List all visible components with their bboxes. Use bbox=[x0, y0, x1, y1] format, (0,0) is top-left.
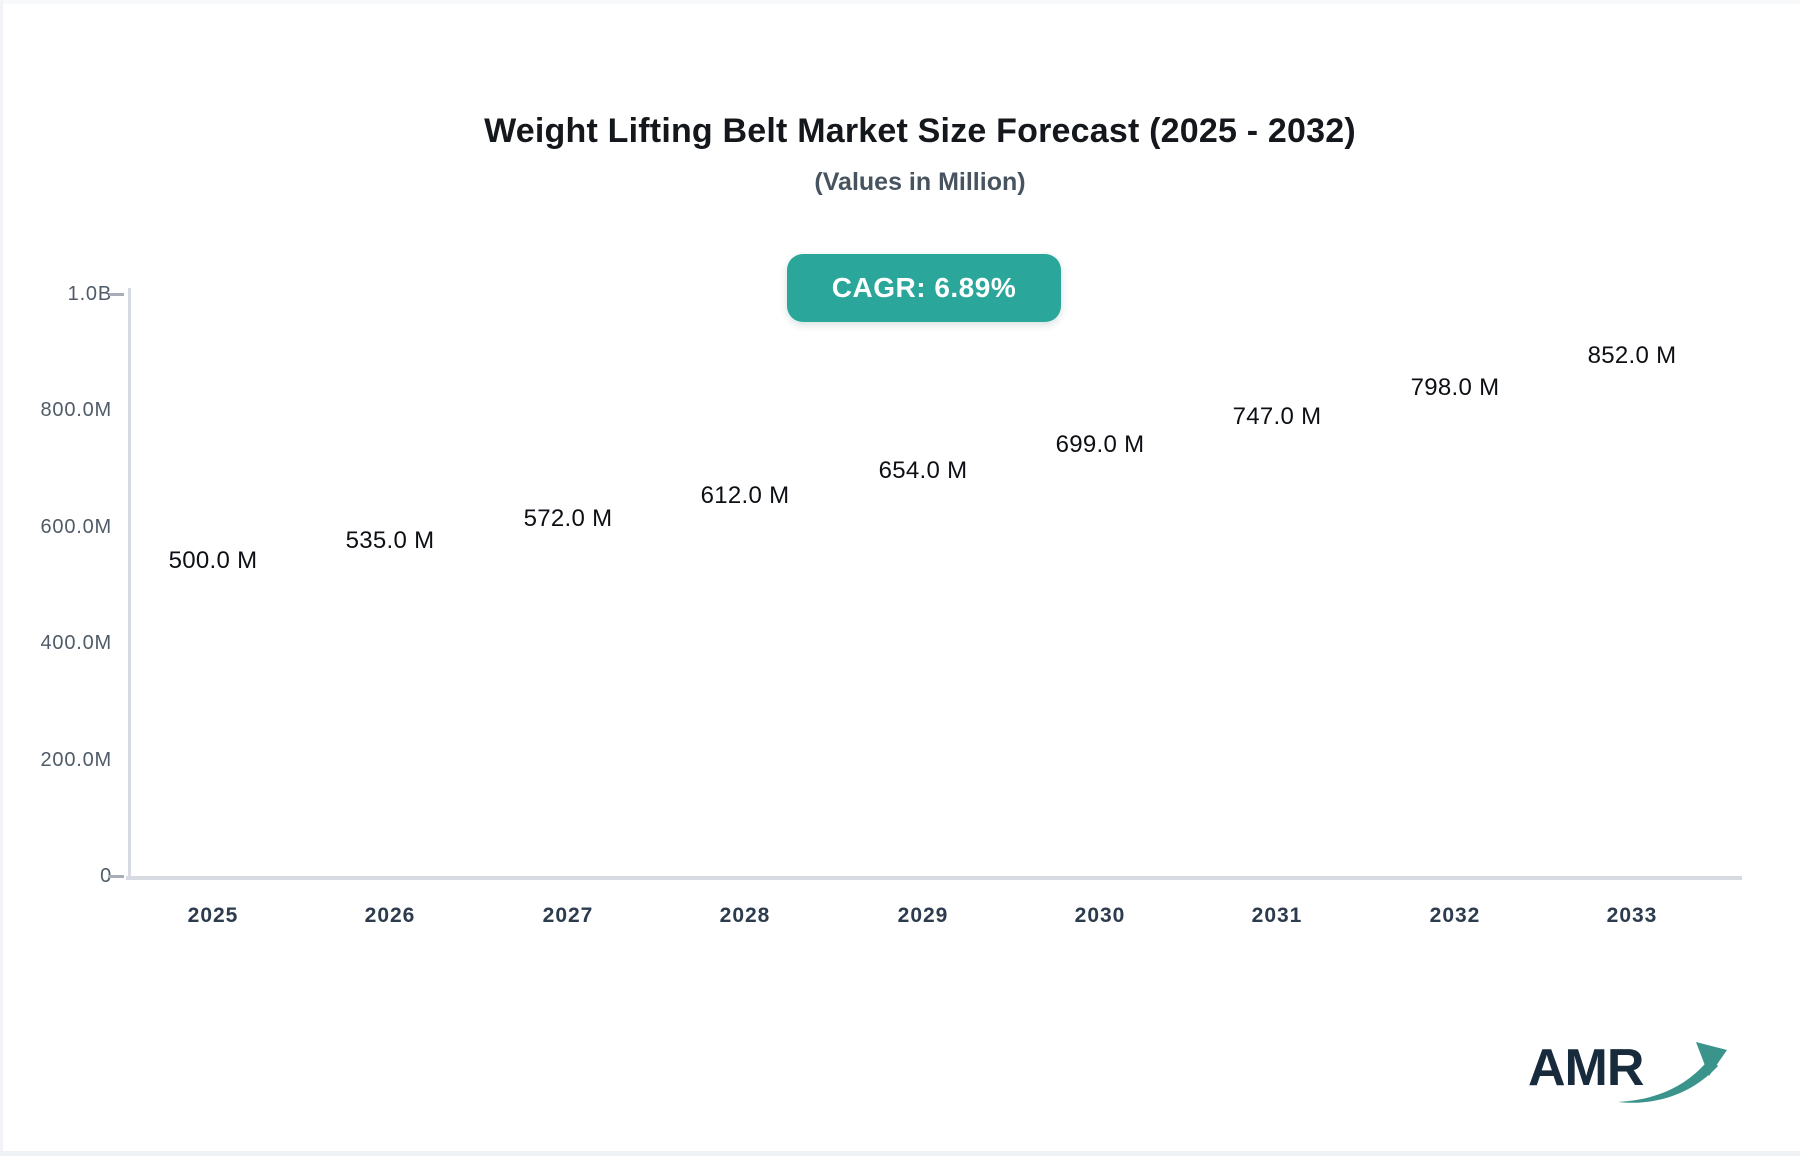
y-axis-tick bbox=[109, 293, 124, 296]
bar-value-label: 535.0 M bbox=[345, 527, 435, 554]
top-edge-strip bbox=[0, 0, 1800, 4]
bottom-edge-strip bbox=[0, 1151, 1800, 1156]
y-axis-label: 800.0M bbox=[40, 399, 112, 422]
amr-logo: AMR bbox=[1528, 1030, 1728, 1120]
x-axis-label-2030: 2030 bbox=[1074, 904, 1126, 927]
cagr-badge: CAGR: 6.89% bbox=[787, 254, 1061, 322]
bar-value-label: 572.0 M bbox=[523, 505, 613, 532]
x-axis-label-2029: 2029 bbox=[897, 904, 949, 927]
bar-value-label: 747.0 M bbox=[1232, 403, 1322, 430]
y-axis-tick bbox=[109, 875, 124, 878]
x-axis-label-2026: 2026 bbox=[364, 904, 416, 927]
growth-arrow-icon bbox=[1618, 1042, 1727, 1103]
x-axis-label-2031: 2031 bbox=[1251, 904, 1303, 927]
x-axis-label-2027: 2027 bbox=[542, 904, 594, 927]
x-axis-line bbox=[126, 876, 1742, 880]
bar-value-label: 852.0 M bbox=[1587, 342, 1677, 369]
amr-logo-text: AMR bbox=[1528, 1039, 1644, 1097]
bar-value-label: 654.0 M bbox=[878, 457, 968, 484]
y-axis-line bbox=[128, 288, 131, 880]
bar-value-label: 699.0 M bbox=[1055, 431, 1145, 458]
x-axis-label-2032: 2032 bbox=[1429, 904, 1481, 927]
x-axis-label-2028: 2028 bbox=[719, 904, 771, 927]
x-axis-label-2033: 2033 bbox=[1606, 904, 1658, 927]
y-axis-label: 0 bbox=[100, 865, 112, 887]
chart-title: Weight Lifting Belt Market Size Forecast… bbox=[484, 112, 1356, 150]
y-axis-label: 400.0M bbox=[40, 632, 112, 655]
bar-value-label: 500.0 M bbox=[168, 547, 258, 574]
x-axis-label-2025: 2025 bbox=[187, 904, 239, 927]
left-edge-strip bbox=[0, 0, 3, 1156]
y-axis-label: 600.0M bbox=[40, 515, 112, 538]
y-axis-label: 1.0B bbox=[67, 283, 112, 305]
chart-subtitle: (Values in Million) bbox=[814, 168, 1026, 196]
bar-value-label: 612.0 M bbox=[700, 482, 790, 509]
y-axis-label: 200.0M bbox=[40, 748, 112, 771]
bar-value-label: 798.0 M bbox=[1410, 374, 1500, 401]
